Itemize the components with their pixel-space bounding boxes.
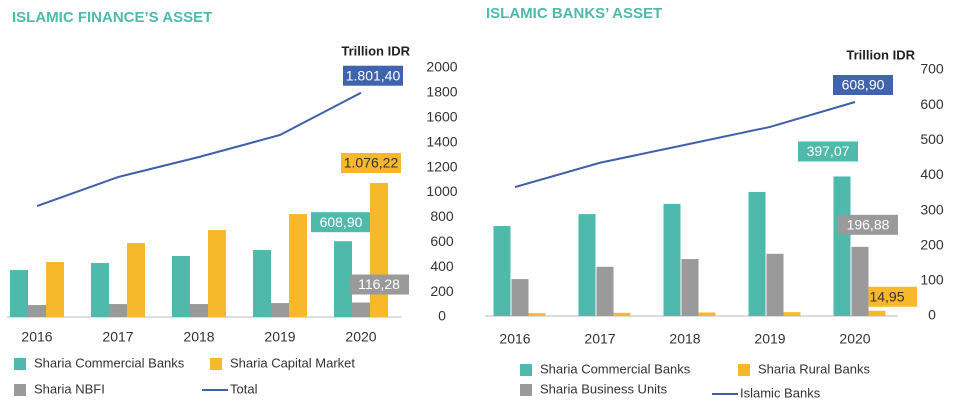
bar	[10, 270, 28, 317]
y-tick-label: 300	[920, 201, 944, 217]
y-tick-label: 600	[430, 233, 454, 249]
bar	[663, 203, 681, 316]
legend-label: Sharia Commercial Banks	[540, 361, 691, 376]
x-tick-label: 2017	[584, 331, 615, 347]
value-label-box	[343, 65, 403, 86]
y-tick-label: 200	[430, 283, 454, 299]
value-label-box	[341, 153, 401, 174]
bar	[766, 253, 784, 316]
bar	[46, 261, 64, 317]
y-tick-label: 2000	[426, 59, 457, 75]
bar	[596, 266, 614, 316]
line	[36, 91, 362, 208]
value-label: 608,90	[320, 214, 363, 230]
chart-panel: ISLAMIC BANKS’ ASSET Trillion IDR 0 100 200 3…	[485, 5, 944, 400]
bar	[833, 176, 851, 316]
y-tick-label: 400	[430, 258, 454, 274]
y-tick-label: 100	[920, 272, 944, 288]
value-label: 1.801,40	[346, 67, 401, 83]
y-tick-label: 700	[920, 61, 944, 77]
value-label-box	[833, 75, 893, 96]
bar	[190, 304, 208, 317]
bar	[28, 305, 46, 317]
x-tick-label: 2020	[839, 331, 870, 347]
y-tick-label: 500	[920, 131, 944, 147]
legend-label: Sharia Commercial Banks	[34, 355, 185, 370]
y-tick-label: 1600	[426, 109, 457, 125]
chart-title: ISLAMIC BANKS’ ASSET	[486, 5, 662, 22]
bar	[613, 312, 631, 316]
legend-swatch	[520, 384, 532, 396]
y-tick-label: 0	[438, 308, 446, 324]
line	[514, 101, 856, 188]
value-label: 1.076,22	[344, 155, 399, 171]
bar	[271, 303, 289, 317]
x-tick-label: 2019	[754, 331, 785, 347]
unit-label: Trillion IDR	[846, 47, 915, 62]
value-label-box	[311, 212, 371, 233]
bar	[352, 302, 370, 317]
x-tick-label: 2016	[499, 331, 530, 347]
legend-label: Islamic Banks	[740, 385, 821, 400]
bar	[334, 241, 352, 317]
bar	[528, 313, 546, 316]
bar	[511, 279, 529, 316]
legend-label: Sharia Business Units	[540, 381, 668, 396]
y-tick-label: 400	[920, 166, 944, 182]
value-label-box	[838, 214, 898, 235]
y-tick-label: 1400	[426, 133, 457, 149]
value-label: 397,07	[807, 143, 850, 159]
x-tick-label: 2018	[183, 329, 214, 345]
legend-swatch	[14, 358, 26, 370]
bar	[868, 310, 886, 316]
value-label: 14,95	[869, 288, 904, 304]
x-tick-label: 2018	[669, 331, 700, 347]
bar	[748, 191, 766, 316]
bar	[578, 214, 596, 316]
bar	[127, 243, 145, 317]
y-tick-label: 800	[430, 208, 454, 224]
value-label-box	[349, 274, 409, 295]
bar	[851, 246, 869, 316]
legend-label: Total	[230, 381, 258, 396]
y-tick-label: 1000	[426, 183, 457, 199]
value-label: 196,88	[847, 217, 890, 233]
legend-swatch	[520, 364, 532, 376]
unit-label: Trillion IDR	[341, 43, 410, 58]
x-tick-label: 2020	[345, 329, 376, 345]
bar	[493, 226, 511, 316]
y-tick-label: 200	[920, 236, 944, 252]
y-tick-label: 0	[928, 307, 936, 323]
chart-title: ISLAMIC FINANCE’S ASSET	[12, 9, 212, 26]
bar	[172, 255, 190, 317]
legend-swatch	[738, 364, 750, 376]
y-tick-label: 1200	[426, 158, 457, 174]
legend-label: Sharia Rural Banks	[758, 361, 870, 376]
bar	[698, 312, 716, 316]
value-label: 608,90	[842, 77, 885, 93]
legend-label: Sharia Capital Market	[230, 355, 355, 370]
value-label-box	[857, 286, 917, 307]
legend-swatch	[14, 384, 26, 396]
bar	[783, 312, 801, 316]
y-tick-label: 600	[920, 96, 944, 112]
bar	[109, 304, 127, 317]
bar	[370, 183, 388, 317]
chart-panel: ISLAMIC FINANCE’S ASSET Trillion IDR 0 200 4…	[7, 9, 458, 396]
bar	[681, 259, 699, 316]
bar	[289, 214, 307, 317]
value-label-box	[798, 141, 858, 162]
bar	[91, 262, 109, 317]
x-tick-label: 2019	[264, 329, 295, 345]
bar	[208, 229, 226, 317]
bar	[253, 250, 271, 317]
legend-swatch	[210, 358, 222, 370]
x-tick-label: 2017	[102, 329, 133, 345]
legend-label: Sharia NBFI	[34, 381, 105, 396]
x-tick-label: 2016	[21, 329, 52, 345]
y-tick-label: 1800	[426, 84, 457, 100]
value-label: 116,28	[358, 276, 400, 292]
